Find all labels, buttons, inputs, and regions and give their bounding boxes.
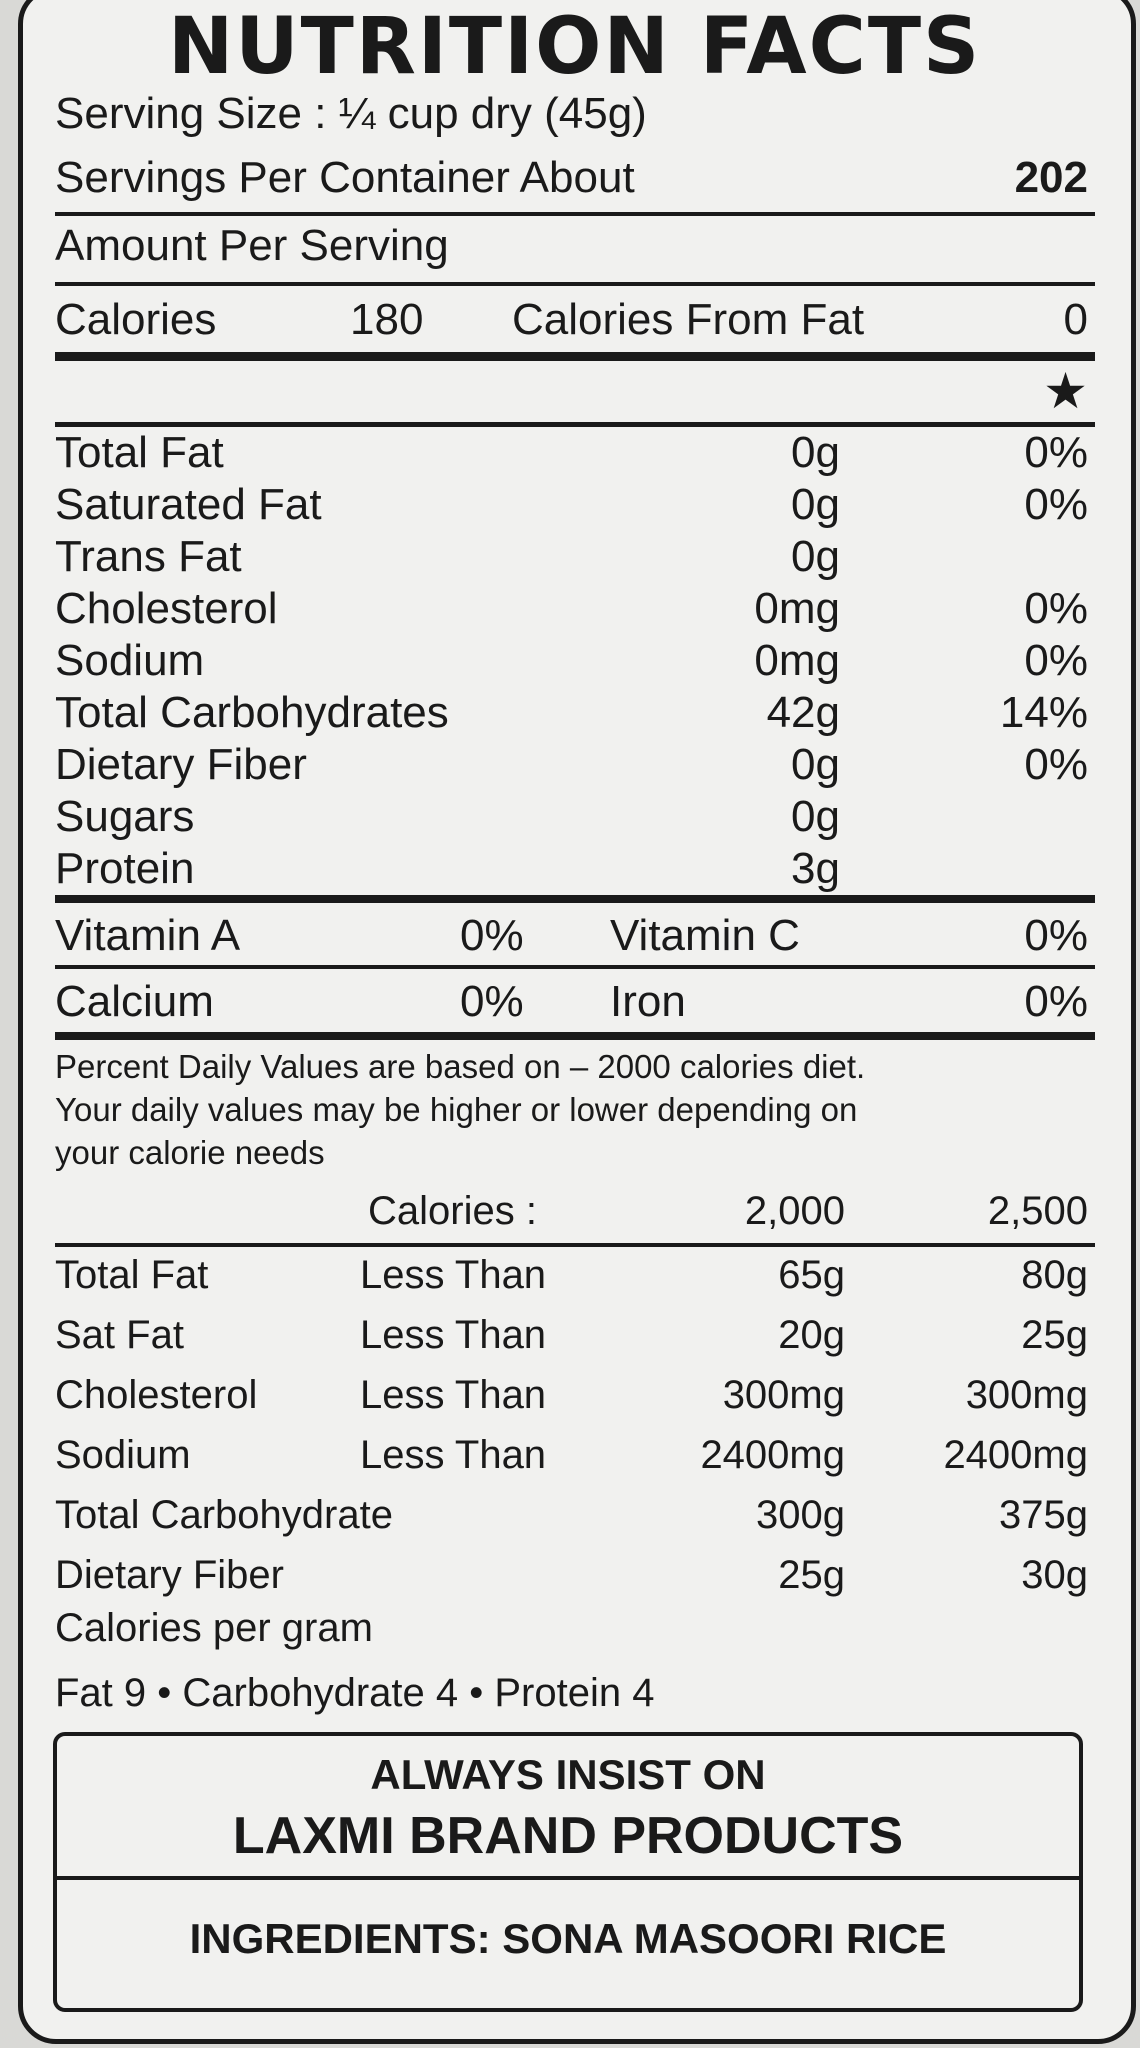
divider [55,422,1095,427]
brand-line: LAXMI BRAND PRODUCTS [232,1807,904,1865]
nutrient-name: Dietary Fiber [55,740,307,789]
divider [55,212,1095,216]
nutrient-name: Protein [55,844,195,893]
dv-row-qualifier: Less Than [360,1373,547,1417]
footnote-line: Your daily values may be higher or lower… [55,1091,858,1128]
vitamin-name: Vitamin C [610,911,800,960]
dv-header-2000: 2,000 [744,1189,845,1233]
dv-row-name: Total Fat [55,1253,209,1297]
ingredients-line: INGREDIENTS: SONA MASOORI RICE [189,1915,947,1962]
dv-row-2000: 65g [778,1253,845,1297]
vitamin-value: 0% [1024,911,1088,960]
vitamin-name: Vitamin A [55,911,241,960]
dv-row-name: Total Carbohydrate [55,1493,393,1537]
vitamin-name: Iron [610,977,686,1026]
dv-row-2000: 300g [756,1493,845,1537]
dv-row-name: Cholesterol [55,1373,258,1417]
dv-row-qualifier: Less Than [360,1253,547,1297]
nutrient-amount: 0g [791,480,840,529]
nutrient-amount: 42g [766,688,840,737]
daily-value-star-icon: ★ [1043,363,1088,419]
dv-row-name: Sodium [55,1433,191,1477]
dv-row-2500: 300mg [965,1373,1088,1417]
nutrient-amount: 0g [791,532,840,581]
nutrition-label-panel [18,0,1136,2044]
brand-box: ALWAYS INSIST ON LAXMI BRAND PRODUCTS IN… [53,1732,1083,2012]
calories-per-gram-detail: Fat 9 • Carbohydrate 4 • Protein 4 [55,1671,655,1715]
dv-row-2500: 30g [1021,1553,1088,1597]
nutrient-amount: 0mg [754,584,840,633]
serving-size: Serving Size : ¼ cup dry (45g) [55,89,647,138]
insist-line: ALWAYS INSIST ON [370,1751,766,1798]
nutrient-amount: 0g [791,740,840,789]
dv-row-2500: 375g [999,1493,1088,1537]
amount-per-serving: Amount Per Serving [55,221,449,270]
dv-row-name: Sat Fat [55,1313,184,1357]
nutrient-name: Saturated Fat [55,480,322,529]
nutrient-amount: 3g [791,844,840,893]
dv-row-2000: 25g [778,1553,845,1597]
divider [55,282,1095,286]
dv-row-qualifier: Less Than [360,1433,547,1477]
nutrient-daily-value: 0% [1024,480,1088,529]
vitamin-value: 0% [460,977,524,1026]
nutrient-name: Total Carbohydrates [55,688,449,737]
nutrient-daily-value: 0% [1024,428,1088,477]
vitamin-name: Calcium [55,977,214,1026]
vitamin-value: 0% [1024,977,1088,1026]
dv-row-2000: 2400mg [700,1433,845,1477]
nutrient-daily-value: 14% [999,688,1088,737]
nutrient-name: Cholesterol [55,584,278,633]
label-title: NUTRITION FACTS [168,2,982,92]
divider-thick [55,352,1095,361]
servings-value: 202 [1014,153,1088,202]
nutrient-daily-value: 0% [1024,584,1088,633]
dv-header-2500: 2,500 [987,1189,1088,1233]
divider-thick [55,1032,1095,1040]
dv-row-2500: 2400mg [943,1433,1088,1477]
footnote-line: your calorie needs [55,1134,325,1171]
divider-thick [55,895,1095,903]
divider [55,965,1095,969]
calories-value: 180 [350,295,424,344]
calories-per-gram: Calories per gram [55,1606,373,1650]
calories-from-fat-value: 0 [1063,295,1088,344]
dv-row-name: Dietary Fiber [55,1553,284,1597]
nutrient-daily-value: 0% [1024,636,1088,685]
nutrient-name: Total Fat [55,428,224,477]
nutrient-name: Sugars [55,792,195,841]
dv-row-qualifier: Less Than [360,1313,547,1357]
calories-label: Calories [55,295,217,344]
dv-header-label: Calories : [368,1189,537,1233]
calories-from-fat-label: Calories From Fat [512,295,865,344]
servings-label: Servings Per Container About [55,153,635,202]
nutrient-amount: 0g [791,428,840,477]
dv-row-2500: 80g [1021,1253,1088,1297]
divider [55,1243,1095,1247]
nutrient-name: Trans Fat [55,532,242,581]
divider [57,1876,1079,1880]
vitamin-value: 0% [460,911,524,960]
footnote-line: Percent Daily Values are based on – 2000… [55,1048,866,1085]
dv-row-2000: 300mg [722,1373,845,1417]
dv-row-2000: 20g [778,1313,845,1357]
nutrient-daily-value: 0% [1024,740,1088,789]
dv-row-2500: 25g [1021,1313,1088,1357]
nutrient-amount: 0mg [754,636,840,685]
nutrient-name: Sodium [55,636,205,685]
nutrient-amount: 0g [791,792,840,841]
